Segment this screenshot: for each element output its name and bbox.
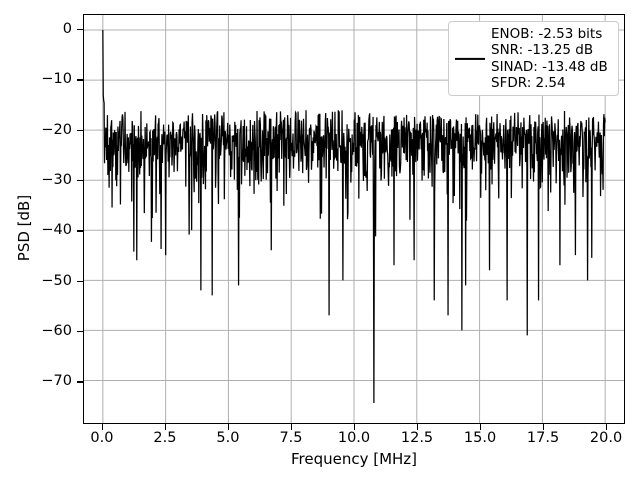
x-tick-label: 12.5 xyxy=(400,430,434,446)
y-tick-mark xyxy=(77,330,83,333)
y-tick-label: −10 xyxy=(41,71,72,88)
y-tick-label: 0 xyxy=(62,21,72,38)
y-tick-mark xyxy=(77,79,83,81)
x-tick-mark xyxy=(606,424,608,430)
x-tick-mark xyxy=(543,424,545,430)
x-tick-label: 2.5 xyxy=(153,430,177,446)
x-tick-label: 20.0 xyxy=(589,430,623,446)
legend-line-handle xyxy=(455,46,485,72)
y-tick-label: −20 xyxy=(41,121,72,138)
x-tick-mark xyxy=(101,424,104,430)
y-tick-label: −70 xyxy=(41,373,72,390)
psd-trace xyxy=(102,30,606,403)
x-tick-label: 15.0 xyxy=(463,430,497,446)
x-tick-label: 5.0 xyxy=(216,430,240,446)
x-tick-mark xyxy=(290,424,293,430)
x-tick-mark xyxy=(227,424,230,430)
x-tick-label: 0.0 xyxy=(90,430,114,446)
y-tick-mark xyxy=(77,230,83,232)
x-tick-mark xyxy=(164,424,167,430)
y-tick-label: −40 xyxy=(41,222,72,239)
legend-label-enob: ENOB: -2.53 bits xyxy=(491,25,603,42)
legend-box: ENOB: -2.53 bits SNR: -13.25 dB SINAD: -… xyxy=(448,21,619,96)
y-tick-mark xyxy=(77,280,83,282)
y-tick-label: −30 xyxy=(41,172,72,188)
x-tick-mark xyxy=(354,424,356,430)
x-tick-label: 17.5 xyxy=(526,430,560,446)
y-tick-mark xyxy=(77,381,83,383)
y-tick-mark xyxy=(77,180,83,182)
x-tick-label: 10.0 xyxy=(337,430,371,446)
y-tick-mark xyxy=(77,129,83,131)
x-axis-title: Frequency [MHz] xyxy=(290,450,418,468)
y-tick-label: −60 xyxy=(41,322,72,339)
y-tick-mark xyxy=(77,29,83,31)
y-tick-label: −50 xyxy=(41,272,72,289)
y-axis-title: PSD [dB] xyxy=(15,194,33,262)
legend-labels: ENOB: -2.53 bits SNR: -13.25 dB SINAD: -… xyxy=(491,26,608,92)
legend-label-sfdr: SFDR: 2.54 xyxy=(491,75,566,91)
legend-label-snr: SNR: -13.25 dB xyxy=(491,42,594,58)
legend-label-sinad: SINAD: -13.48 dB xyxy=(491,58,608,75)
x-tick-mark xyxy=(480,424,482,430)
x-tick-label: 7.5 xyxy=(279,430,303,446)
x-tick-mark xyxy=(417,424,419,430)
